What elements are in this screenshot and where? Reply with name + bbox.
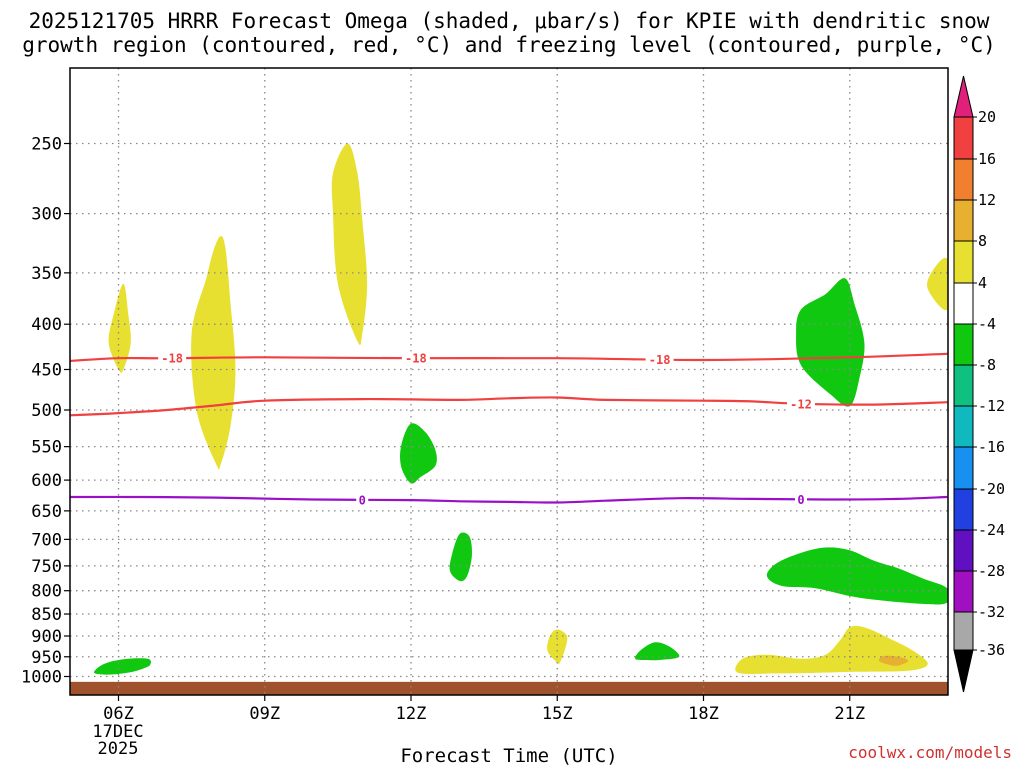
contour-label-freezing-level-1: 0 — [797, 493, 804, 507]
contour-label-freezing-level-0: 0 — [359, 493, 366, 507]
x-date-label-day: 17DEC — [92, 722, 143, 742]
colorbar-label--20: -20 — [978, 480, 1005, 498]
plot-area: -18 -18 -18 -12 0 0 — [69, 67, 949, 696]
contour-label-bg-dgz-minus18-2 — [645, 352, 674, 367]
x-tick-label-21Z: 21Z — [834, 704, 865, 724]
y-tick-label-450: 450 — [31, 360, 62, 380]
y-tick-label-550: 550 — [31, 438, 62, 458]
chart-title-line-2: growth region (contoured, red, °C) and f… — [22, 33, 996, 57]
colorbar-swatch--20-to--16 — [953, 446, 974, 490]
contour-label-bg-dgz-minus12-0 — [787, 396, 815, 411]
contour-label-dgz-minus18-0: -18 — [161, 352, 183, 366]
y-tick-label-750: 750 — [31, 557, 62, 577]
colorbar-label--4: -4 — [978, 315, 996, 333]
y-tick-label-650: 650 — [31, 502, 62, 522]
colorbar-label--32: -32 — [978, 603, 1005, 621]
contour-label-bg-freezing-level-1 — [795, 492, 807, 507]
y-tick-label-300: 300 — [31, 205, 62, 225]
x-tick-label-15Z: 15Z — [542, 704, 573, 724]
colorbar-label--12: -12 — [978, 397, 1005, 415]
colorbar-swatch--12-to--8 — [953, 364, 974, 407]
credit-text: coolwx.com/models — [848, 743, 1012, 762]
colorbar-swatch--36-to--32 — [953, 611, 974, 651]
colorbar-swatch-12-to-16 — [953, 158, 974, 201]
contour-label-dgz-minus18-2: -18 — [649, 353, 671, 367]
contour-line-dgz-minus18 — [70, 352, 948, 362]
terrain-layer — [70, 681, 948, 695]
x-tick-label-18Z: 18Z — [688, 704, 719, 724]
omega-region-rising-2200z-960-core — [878, 655, 909, 666]
colorbar-swatch--24-to--20 — [953, 488, 974, 531]
y-tick-label-400: 400 — [31, 315, 62, 335]
x-tick-label-06Z: 06Z — [103, 704, 134, 724]
omega-region-sinking-1200z-570 — [400, 423, 437, 484]
y-tick-label-950: 950 — [31, 648, 62, 668]
contour-line-freezing-level — [70, 495, 948, 504]
y-tick-label-800: 800 — [31, 582, 62, 602]
colorbar-label--24: -24 — [978, 521, 1005, 539]
colorbar-label-20: 20 — [978, 108, 996, 126]
omega-region-sinking-1300z-735 — [449, 532, 472, 582]
omega-region-rising-2100z-960 — [735, 625, 928, 674]
colorbar-label-4: 4 — [978, 274, 987, 292]
colorbar-swatch--32-to--28 — [953, 570, 974, 613]
colorbar-label-12: 12 — [978, 191, 996, 209]
omega-region-sinking-2030z-420 — [796, 278, 865, 407]
y-tick-label-250: 250 — [31, 135, 62, 155]
y-tick-label-850: 850 — [31, 605, 62, 625]
y-tick-label-600: 600 — [31, 471, 62, 491]
x-axis-title: Forecast Time (UTC) — [400, 745, 617, 767]
omega-region-sinking-0630z-975 — [94, 658, 151, 675]
omega-region-rising-0800z-450 — [191, 236, 236, 470]
colorbar-label-8: 8 — [978, 232, 987, 250]
contour-label-bg-dgz-minus18-0 — [158, 351, 187, 366]
omega-region-rising-0630z-400 — [108, 283, 131, 373]
y-axis: 2503003504004505005506006507007508008509… — [21, 135, 70, 688]
contour-label-dgz-minus18-1: -18 — [405, 352, 427, 366]
omega-region-rising-1500z-925 — [547, 629, 568, 665]
plot-frame — [69, 67, 949, 696]
colorbar-swatch--16-to--12 — [953, 405, 974, 448]
x-date-label-year: 2025 — [98, 739, 139, 759]
colorbar-swatch-over-20 — [953, 75, 974, 118]
contour-layer: -18 -18 -18 -12 0 0 — [70, 351, 948, 507]
omega-region-rising-1100z-320 — [331, 143, 368, 346]
y-tick-label-350: 350 — [31, 264, 62, 284]
contour-label-dgz-minus12-0: -12 — [790, 397, 812, 411]
terrain-strip — [70, 681, 948, 695]
y-tick-label-700: 700 — [31, 530, 62, 550]
colorbar-swatch-4-to-8 — [953, 240, 974, 284]
colorbar-swatch-8-to-12 — [953, 199, 974, 242]
x-axis: 06Z 09Z 12Z 15Z 18Z 21Z — [103, 695, 865, 724]
omega-region-sinking-1700z-935 — [635, 642, 680, 661]
colorbar-label--16: -16 — [978, 438, 1005, 456]
colorbar-swatch--4-to-4 — [953, 282, 974, 325]
colorbar-label-16: 16 — [978, 150, 996, 168]
omega-region-sinking-2200z-780 — [766, 547, 948, 605]
omega-region-rising-2300z-360 — [927, 257, 948, 311]
omega-shading-layer — [94, 143, 948, 675]
contour-label-bg-dgz-minus18-1 — [401, 351, 430, 366]
contour-label-bg-freezing-level-0 — [356, 492, 369, 507]
grid-layer — [70, 68, 948, 695]
x-tick-label-09Z: 09Z — [249, 704, 280, 724]
colorbar-label--28: -28 — [978, 562, 1005, 580]
colorbar-swatch-16-to-20 — [953, 116, 974, 160]
x-tick-label-12Z: 12Z — [396, 704, 427, 724]
y-tick-label-500: 500 — [31, 401, 62, 421]
colorbar-swatch-under-minus-36 — [953, 649, 974, 693]
colorbar-label--8: -8 — [978, 356, 996, 374]
y-tick-label-900: 900 — [31, 627, 62, 647]
colorbar-swatch--8-to--4 — [953, 323, 974, 366]
y-tick-label-1000: 1000 — [21, 668, 62, 688]
colorbar: 20 16 12 8 4 -4 -8 -12 -16 -20 -24 -28 -32 -36 — [953, 75, 1005, 693]
colorbar-label--36: -36 — [978, 641, 1005, 659]
colorbar-swatch--28-to--24 — [953, 529, 974, 572]
chart-title-line-1: 2025121705 HRRR Forecast Omega (shaded, … — [29, 9, 990, 33]
